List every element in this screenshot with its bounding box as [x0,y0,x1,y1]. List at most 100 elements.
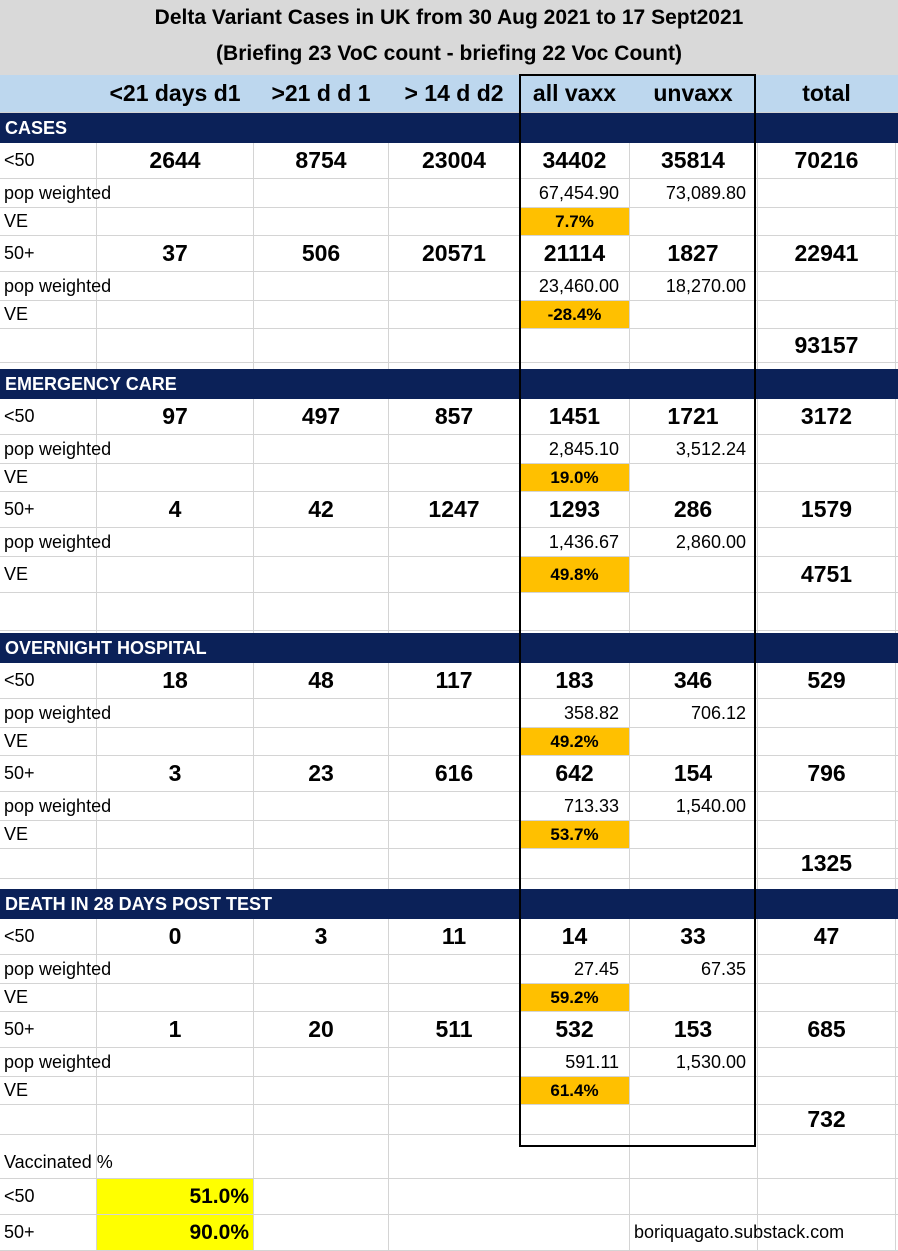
pop-weighted-unvaxx: 1,530.00 [675,1051,746,1072]
ve-value: 59.2% [520,984,629,1011]
age-group-label: <50 [4,926,35,946]
section-header-emergency: EMERGENCY CARE [0,369,898,399]
total-row-emergency [0,593,898,631]
pop-weighted-vaxx: 23,460.00 [538,275,619,296]
counts-row-hospital-over50: 50+ 3 23 616 642 154 796 [0,756,898,792]
pop-weighted-row-emergency-under50: pop weighted 2,845.10 3,512.24 [0,435,898,464]
ve-row-hospital-under50: VE 49.2% [0,728,898,756]
pop-weighted-unvaxx: 1,540.00 [675,795,746,816]
ve-value: 49.8% [520,557,629,592]
ve-label: VE [4,304,29,324]
ve-label: VE [4,467,29,487]
count-lt21-d1: 4 [168,496,182,522]
age-group-label: 50+ [4,243,35,263]
count-gt21-d1: 20 [308,1016,334,1042]
section-header-death: DEATH IN 28 DAYS POST TEST [0,889,898,919]
count-all-vaxx: 1451 [548,403,601,429]
count-gt14-d2: 11 [441,923,467,949]
section-header-cases: CASES [0,113,898,143]
vaccinated-under50-row: <50 51.0% [0,1179,898,1215]
ve-row-cases-under50: VE 7.7% [0,208,898,236]
count-all-vaxx: 21114 [543,240,606,266]
header-gt21-d1: >21 d d 1 [271,80,371,106]
count-unvaxx: 1721 [667,403,719,429]
count-gt14-d2: 1247 [428,496,480,522]
column-header-row: <21 days d1 >21 d d 1 > 14 d d2 all vaxx… [0,75,898,113]
title-band: Delta Variant Cases in UK from 30 Aug 20… [0,0,898,75]
pop-weighted-row-emergency-over50: pop weighted 1,436.67 2,860.00 [0,528,898,557]
pop-weighted-row-hospital-under50: pop weighted 358.82 706.12 [0,699,898,728]
counts-row-emergency-under50: <50 97 497 857 1451 1721 3172 [0,399,898,435]
pop-weighted-label: pop weighted [4,438,112,459]
count-lt21-d1: 3 [168,760,182,786]
pop-weighted-label: pop weighted [4,702,112,723]
vaccinated-label: Vaccinated % [4,1152,113,1172]
header-unvaxx: unvaxx [653,80,733,106]
count-lt21-d1: 2644 [149,147,201,173]
count-all-vaxx: 1293 [548,496,601,522]
count-unvaxx: 346 [673,667,713,693]
ve-row-cases-over50: VE -28.4% [0,301,898,329]
ve-label: VE [4,564,29,584]
count-gt21-d1: 23 [308,760,334,786]
count-gt14-d2: 23004 [422,147,486,173]
pop-weighted-label: pop weighted [4,531,112,552]
ve-label: VE [4,211,29,231]
header-gt14-d2: > 14 d d2 [404,80,504,106]
grand-total: 732 [807,1106,846,1132]
count-unvaxx: 153 [673,1016,713,1042]
count-gt14-d2: 20571 [422,240,486,266]
pop-weighted-vaxx: 1,436.67 [548,531,619,552]
header-lt21-d1: <21 days d1 [109,80,241,106]
count-gt14-d2: 511 [435,1016,473,1042]
total-row-cases: 93157 [0,329,898,363]
count-lt21-d1: 0 [168,923,182,949]
count-all-vaxx: 14 [561,923,588,949]
vaccinated-label-row: Vaccinated % [0,1147,898,1179]
count-total: 47 [813,923,840,949]
count-gt21-d1: 8754 [295,147,347,173]
count-total: 3172 [800,403,853,429]
pop-weighted-row-cases-under50: pop weighted 67,454.90 73,089.80 [0,179,898,208]
count-total: 70216 [794,147,859,173]
grand-total: 4751 [800,561,853,587]
count-gt21-d1: 42 [308,496,334,522]
counts-row-death-under50: <50 0 3 11 14 33 47 [0,919,898,955]
pop-weighted-unvaxx: 3,512.24 [675,438,746,459]
pop-weighted-label: pop weighted [4,795,112,816]
ve-value: 61.4% [520,1077,629,1104]
count-unvaxx: 1827 [667,240,719,266]
counts-row-hospital-under50: <50 18 48 117 183 346 529 [0,663,898,699]
count-gt21-d1: 48 [308,667,334,693]
pop-weighted-label: pop weighted [4,182,112,203]
grid-line [757,75,758,1251]
pop-weighted-unvaxx: 67.35 [700,958,746,979]
count-lt21-d1: 18 [162,667,188,693]
count-all-vaxx: 34402 [542,147,607,173]
counts-row-cases-under50: <50 2644 8754 23004 34402 35814 70216 [0,143,898,179]
pop-weighted-vaxx: 358.82 [563,702,619,723]
credit-text: boriquagato.substack.com [634,1222,845,1242]
pop-weighted-unvaxx: 2,860.00 [675,531,746,552]
count-unvaxx: 154 [673,760,713,786]
header-total: total [802,80,851,106]
count-total: 22941 [794,240,859,266]
count-total: 685 [807,1016,846,1042]
ve-label: VE [4,987,29,1007]
pop-weighted-vaxx: 27.45 [573,958,619,979]
grid-line [629,75,630,1251]
ve-label: VE [4,824,29,844]
total-row-hospital: 1325 [0,849,898,879]
pop-weighted-vaxx: 2,845.10 [548,438,619,459]
count-all-vaxx: 183 [555,667,594,693]
pop-weighted-vaxx: 713.33 [563,795,619,816]
count-lt21-d1: 1 [168,1016,182,1042]
ve-row-death-over50: VE 61.4% [0,1077,898,1105]
pop-weighted-row-cases-over50: pop weighted 23,460.00 18,270.00 [0,272,898,301]
age-group-label: <50 [4,406,35,426]
age-group-label: <50 [4,670,35,690]
title-line-2: (Briefing 23 VoC count - briefing 22 Voc… [216,42,682,65]
pop-weighted-vaxx: 67,454.90 [538,182,619,203]
count-gt21-d1: 497 [301,403,341,429]
